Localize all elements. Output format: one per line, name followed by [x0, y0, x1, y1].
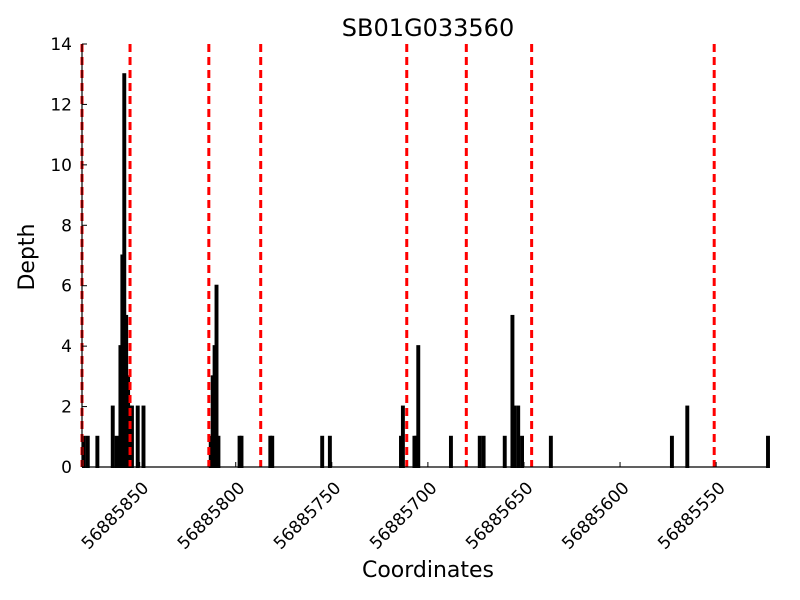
bar [400, 405, 405, 469]
bar [669, 435, 674, 468]
bar [141, 405, 146, 469]
x-tick-label: 56885650 [462, 478, 537, 553]
bar [516, 405, 521, 469]
bar [502, 435, 507, 468]
x-tick-label: 56885850 [78, 478, 153, 553]
bar [216, 435, 221, 468]
bar [110, 405, 115, 469]
bar [766, 435, 770, 468]
x-tick-label: 56885550 [654, 478, 729, 553]
bar [85, 435, 90, 468]
bar [448, 435, 453, 468]
bar [685, 405, 690, 469]
y-axis-label: Depth [15, 223, 40, 290]
bar [416, 345, 421, 468]
y-tick-label: 12 [50, 95, 72, 115]
bar [548, 435, 553, 468]
bar [481, 435, 486, 468]
bar [95, 435, 100, 468]
bar [320, 435, 325, 468]
bar [135, 405, 140, 469]
y-tick-label: 14 [50, 35, 72, 55]
y-tick-label: 2 [61, 398, 72, 418]
x-tick-label: 56885700 [366, 478, 441, 553]
y-tick-label: 8 [61, 216, 72, 236]
bar [327, 435, 332, 468]
y-tick-label: 10 [50, 156, 72, 176]
bar [114, 435, 119, 468]
x-tick-label: 56885800 [174, 478, 249, 553]
chart-title: SB01G033560 [342, 14, 514, 42]
bar [477, 435, 482, 468]
bar [239, 435, 244, 468]
y-tick-label: 0 [61, 458, 72, 478]
x-tick-label: 56885600 [558, 478, 633, 553]
bar [520, 435, 524, 468]
y-tick-label: 6 [61, 277, 72, 297]
x-tick-label: 56885750 [270, 478, 345, 553]
x-axis-label: Coordinates [362, 558, 494, 583]
reference-lines-group [80, 44, 716, 467]
axes-group: 0 2 4 6 8 10 12 14 56885850 56885800 56885750 56885… [50, 35, 768, 554]
bars-group [81, 73, 770, 469]
bar [512, 405, 517, 469]
bar [270, 435, 275, 468]
y-tick-label: 4 [61, 337, 72, 357]
